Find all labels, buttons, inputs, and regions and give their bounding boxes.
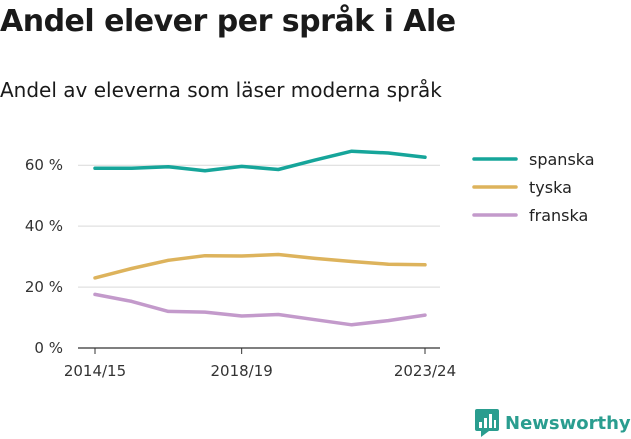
data-point-spanska	[240, 164, 244, 168]
bar-chart-logo-icon	[475, 409, 499, 437]
data-point-franska	[276, 312, 280, 316]
x-tick-label: 2018/19	[211, 362, 273, 380]
x-tick-label: 2014/15	[64, 362, 126, 380]
data-point-franska	[350, 323, 354, 327]
legend-label-franska: franska	[529, 206, 588, 225]
data-point-franska	[423, 313, 427, 317]
data-point-franska	[203, 310, 207, 314]
y-tick-label: 60 %	[25, 156, 63, 174]
series-lines	[93, 149, 427, 327]
chart-subtitle: Andel av eleverna som läser moderna språ…	[0, 78, 442, 102]
y-tick-label: 0 %	[34, 339, 63, 357]
data-point-spanska	[423, 155, 427, 159]
data-point-tyska	[386, 262, 390, 266]
axes: 0 % 20 % 40 % 60 % 2014/15 2018/19 2023/24	[25, 156, 456, 380]
data-point-spanska	[203, 169, 207, 173]
x-tick-label: 2023/24	[394, 362, 456, 380]
newsworthy-brand: Newsworthy	[475, 409, 631, 437]
data-point-franska	[386, 319, 390, 323]
data-point-tyska	[93, 276, 97, 280]
legend-label-spanska: spanska	[529, 150, 595, 169]
data-point-franska	[240, 314, 244, 318]
data-point-spanska	[130, 166, 134, 170]
series-line-franska	[93, 292, 427, 327]
grid-lines	[78, 164, 440, 349]
legend-label-tyska: tyska	[529, 178, 572, 197]
data-point-spanska	[350, 149, 354, 153]
data-point-franska	[313, 318, 317, 322]
data-point-spanska	[313, 158, 317, 162]
y-tick-label: 40 %	[25, 217, 63, 235]
data-point-spanska	[93, 166, 97, 170]
brand-name: Newsworthy	[505, 412, 631, 434]
y-tick-label: 20 %	[25, 278, 63, 296]
data-point-tyska	[240, 254, 244, 258]
data-point-spanska	[166, 165, 170, 169]
data-point-tyska	[350, 259, 354, 263]
data-point-spanska	[276, 167, 280, 171]
data-point-tyska	[203, 254, 207, 258]
data-point-franska	[93, 292, 97, 296]
data-point-tyska	[166, 258, 170, 262]
legend: spanska tyska franska	[472, 150, 595, 225]
data-point-tyska	[276, 252, 280, 256]
series-line-tyska	[93, 252, 427, 280]
chart-title: Andel elever per språk i Ale	[0, 4, 456, 39]
data-point-franska	[166, 309, 170, 313]
data-point-spanska	[386, 151, 390, 155]
data-point-tyska	[423, 263, 427, 267]
series-line-spanska	[93, 149, 427, 173]
data-point-tyska	[313, 256, 317, 260]
data-point-tyska	[130, 266, 134, 270]
data-point-franska	[130, 299, 134, 303]
